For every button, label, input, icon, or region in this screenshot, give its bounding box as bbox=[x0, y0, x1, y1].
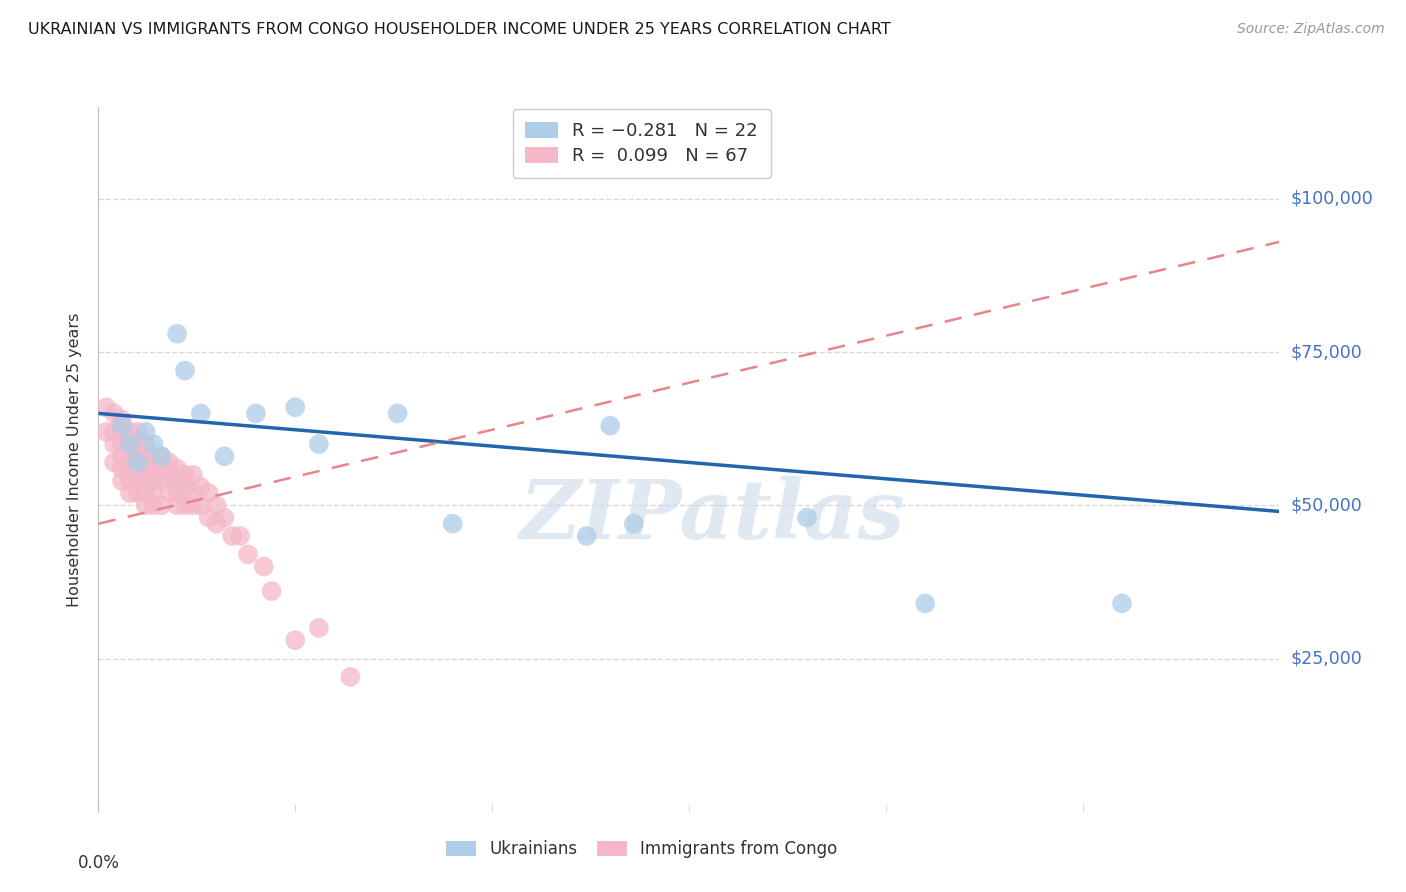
Point bbox=[623, 516, 645, 531]
Point bbox=[103, 425, 125, 439]
Point bbox=[197, 486, 219, 500]
Point bbox=[118, 437, 141, 451]
Point bbox=[118, 461, 141, 475]
Point bbox=[135, 461, 157, 475]
Point bbox=[135, 437, 157, 451]
Point bbox=[214, 510, 236, 524]
Point bbox=[150, 499, 173, 513]
Point bbox=[174, 480, 197, 494]
Point bbox=[150, 450, 173, 464]
Point bbox=[127, 425, 149, 439]
Point bbox=[157, 467, 180, 482]
Point bbox=[150, 474, 173, 488]
Point bbox=[229, 529, 252, 543]
Point bbox=[190, 480, 212, 494]
Point bbox=[111, 461, 134, 475]
Point bbox=[166, 461, 188, 475]
Point bbox=[142, 474, 165, 488]
Point bbox=[599, 418, 621, 433]
Point bbox=[174, 467, 197, 482]
Y-axis label: Householder Income Under 25 years: Householder Income Under 25 years bbox=[67, 312, 83, 607]
Point bbox=[135, 450, 157, 464]
Point bbox=[308, 437, 330, 451]
Point bbox=[111, 412, 134, 426]
Point bbox=[214, 450, 236, 464]
Point bbox=[245, 406, 267, 420]
Point bbox=[174, 363, 197, 377]
Point bbox=[118, 437, 141, 451]
Point bbox=[260, 584, 283, 599]
Point bbox=[127, 455, 149, 469]
Text: ZIPatlas: ZIPatlas bbox=[520, 475, 905, 556]
Point bbox=[118, 486, 141, 500]
Point bbox=[103, 455, 125, 469]
Point bbox=[142, 450, 165, 464]
Point bbox=[157, 486, 180, 500]
Point bbox=[190, 499, 212, 513]
Point bbox=[205, 516, 228, 531]
Point bbox=[221, 529, 243, 543]
Point bbox=[166, 499, 188, 513]
Point bbox=[96, 401, 118, 415]
Point bbox=[914, 596, 936, 610]
Point bbox=[127, 486, 149, 500]
Point bbox=[111, 418, 134, 433]
Text: 0.0%: 0.0% bbox=[77, 854, 120, 872]
Point bbox=[181, 467, 204, 482]
Point bbox=[142, 437, 165, 451]
Point bbox=[142, 486, 165, 500]
Point bbox=[284, 401, 307, 415]
Point bbox=[1111, 596, 1133, 610]
Legend: Ukrainians, Immigrants from Congo: Ukrainians, Immigrants from Congo bbox=[437, 832, 846, 867]
Point bbox=[118, 450, 141, 464]
Point bbox=[339, 670, 361, 684]
Point bbox=[308, 621, 330, 635]
Point bbox=[111, 425, 134, 439]
Point bbox=[135, 499, 157, 513]
Point bbox=[166, 486, 188, 500]
Point bbox=[111, 437, 134, 451]
Point bbox=[157, 455, 180, 469]
Point bbox=[575, 529, 598, 543]
Text: $50,000: $50,000 bbox=[1291, 496, 1362, 515]
Point bbox=[150, 461, 173, 475]
Point bbox=[181, 499, 204, 513]
Point bbox=[111, 474, 134, 488]
Point bbox=[135, 425, 157, 439]
Point bbox=[127, 461, 149, 475]
Point bbox=[127, 450, 149, 464]
Point bbox=[142, 499, 165, 513]
Point bbox=[181, 486, 204, 500]
Point bbox=[142, 461, 165, 475]
Point bbox=[441, 516, 464, 531]
Text: Source: ZipAtlas.com: Source: ZipAtlas.com bbox=[1237, 22, 1385, 37]
Point bbox=[253, 559, 276, 574]
Point bbox=[135, 486, 157, 500]
Text: $25,000: $25,000 bbox=[1291, 649, 1362, 667]
Point bbox=[284, 633, 307, 648]
Point bbox=[135, 474, 157, 488]
Point bbox=[118, 425, 141, 439]
Point bbox=[127, 474, 149, 488]
Point bbox=[796, 510, 818, 524]
Point bbox=[174, 499, 197, 513]
Point bbox=[150, 450, 173, 464]
Point bbox=[111, 450, 134, 464]
Point bbox=[387, 406, 409, 420]
Text: $75,000: $75,000 bbox=[1291, 343, 1362, 361]
Point bbox=[103, 406, 125, 420]
Point bbox=[205, 499, 228, 513]
Text: UKRAINIAN VS IMMIGRANTS FROM CONGO HOUSEHOLDER INCOME UNDER 25 YEARS CORRELATION: UKRAINIAN VS IMMIGRANTS FROM CONGO HOUSE… bbox=[28, 22, 891, 37]
Point bbox=[96, 425, 118, 439]
Point bbox=[127, 437, 149, 451]
Text: $100,000: $100,000 bbox=[1291, 190, 1374, 208]
Point bbox=[236, 547, 259, 561]
Point bbox=[118, 474, 141, 488]
Point bbox=[166, 326, 188, 341]
Point bbox=[166, 474, 188, 488]
Point bbox=[197, 510, 219, 524]
Point bbox=[190, 406, 212, 420]
Point bbox=[103, 437, 125, 451]
